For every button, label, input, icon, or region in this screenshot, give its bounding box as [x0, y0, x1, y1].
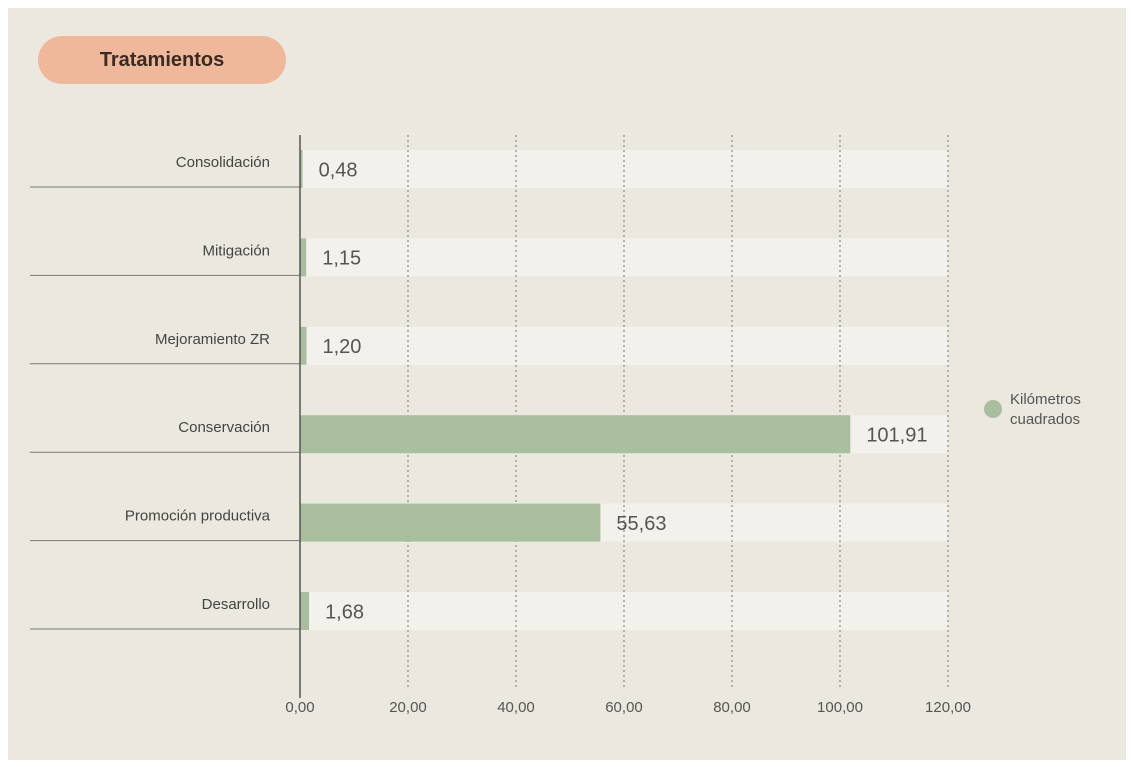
bar	[300, 592, 310, 630]
y-tick-label: Mitigación	[202, 242, 270, 259]
data-label: 1,20	[322, 336, 361, 358]
bar	[300, 415, 851, 454]
x-tick-label: 80,00	[713, 699, 751, 716]
bar	[300, 238, 307, 277]
y-tick-label: Mejoramiento ZR	[155, 331, 270, 348]
data-label: 55,63	[616, 513, 666, 535]
bar	[300, 150, 303, 188]
data-label: 1,15	[322, 248, 361, 270]
legend-marker	[984, 400, 1002, 418]
bar	[300, 326, 307, 365]
legend: Kilómetros cuadrados	[984, 390, 1130, 430]
x-tick-label: 40,00	[497, 699, 535, 716]
y-tick-label: Promoción productiva	[125, 508, 271, 525]
x-tick-label: 60,00	[605, 699, 643, 716]
chart: 0,00 20,00 40,00 60,00 80,00 100,00 120,00 Cons…	[30, 135, 971, 716]
chart-title: Tratamientos	[38, 36, 286, 84]
legend-label: Kilómetros cuadrados	[1010, 391, 1081, 428]
data-label: 0,48	[319, 159, 358, 181]
page: Tratamientos 0,00 20,00 40,00 60,00 80,00 100…	[8, 8, 1126, 760]
x-tick-label: 20,00	[389, 699, 427, 716]
data-label: 1,68	[325, 601, 364, 623]
bar	[300, 503, 601, 542]
data-label: 101,91	[866, 424, 927, 446]
x-tick-label: 100,00	[817, 699, 863, 716]
y-tick-label: Conservación	[178, 419, 270, 436]
y-tick-label: Desarrollo	[202, 596, 270, 613]
x-tick-label: 0,00	[285, 699, 314, 716]
y-tick-label: Consolidación	[176, 154, 270, 171]
x-tick-label: 120,00	[925, 699, 971, 716]
